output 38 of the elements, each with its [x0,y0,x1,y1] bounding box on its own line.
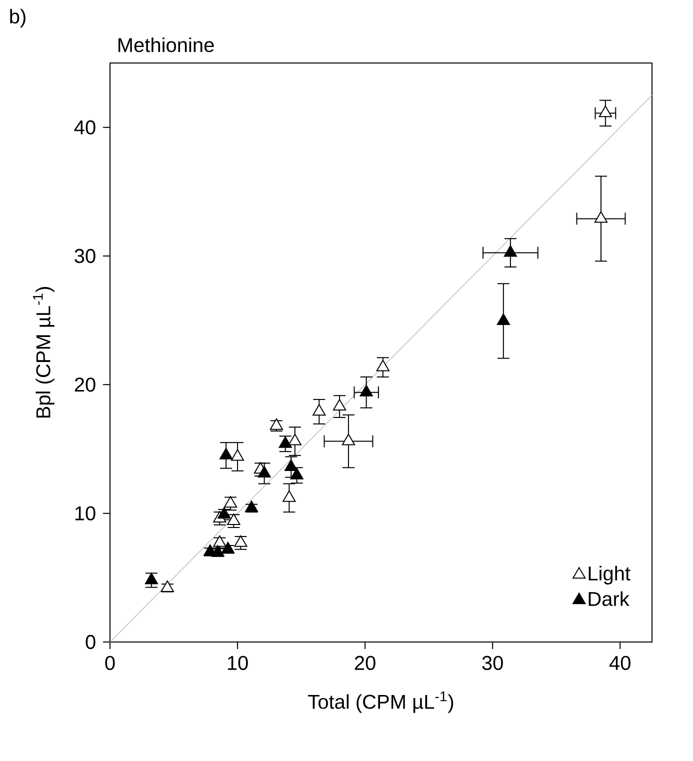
point [244,500,258,512]
point [258,466,271,478]
point [219,448,233,460]
x-axis-title: Total (CPM µL$^{-1}$) [308,692,454,713]
point [312,404,326,416]
point [234,535,248,547]
legend-label: Dark [588,591,630,606]
x-tick-label: 30 [482,656,503,670]
x-tick-label: 40 [609,656,630,670]
point [284,460,298,472]
x-tick-label: 0 [105,656,115,670]
point [144,572,158,584]
point [282,490,296,502]
point [332,399,346,411]
chart-title: Methionine [118,37,214,52]
text: b) [10,8,26,28]
y-tick-label: 40 [74,120,96,134]
y-tick-label: 0 [86,634,96,650]
y-axis-title: Bpl (CPM µL$^{-1}$) [33,287,54,418]
point [227,514,240,526]
y-tick-label: 20 [74,378,96,392]
point [496,313,510,325]
y-tick-label: 30 [74,248,96,264]
point [230,449,244,461]
point [598,106,612,118]
point [224,496,238,508]
x-tick-label: 20 [354,656,376,670]
point [342,434,356,446]
point [160,580,174,592]
point [360,384,373,396]
point [594,211,608,223]
point [221,542,235,554]
legend-label: Light [588,566,630,585]
point [288,434,302,446]
y-tick-label: 10 [75,506,96,520]
x-tick-label: 10 [228,656,248,670]
point [504,245,517,257]
point [376,360,390,372]
